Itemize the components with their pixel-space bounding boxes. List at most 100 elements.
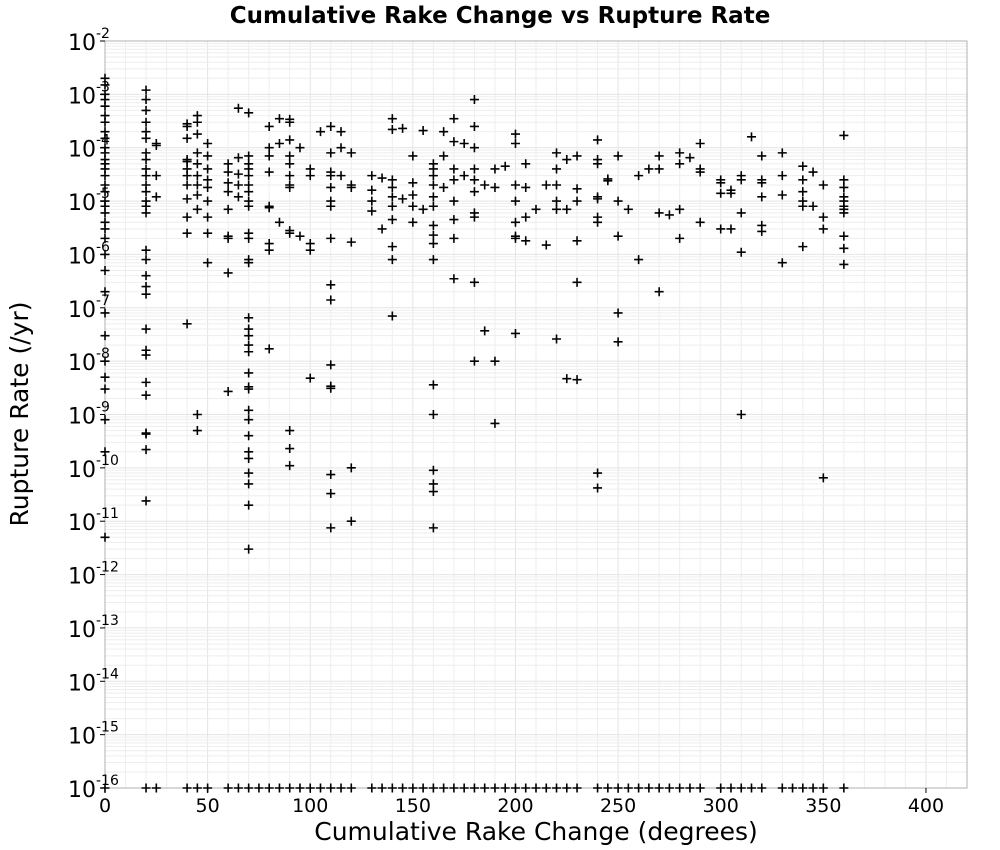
data-point bbox=[285, 444, 295, 454]
data-point bbox=[818, 180, 828, 190]
data-point bbox=[346, 463, 356, 473]
data-point bbox=[644, 783, 654, 793]
data-point bbox=[439, 783, 449, 793]
data-point bbox=[552, 783, 562, 793]
data-point bbox=[428, 255, 438, 265]
data-point bbox=[192, 159, 202, 169]
data-point bbox=[192, 148, 202, 158]
data-point bbox=[777, 148, 787, 158]
data-point bbox=[100, 308, 110, 318]
data-point bbox=[757, 192, 767, 202]
x-tick-label: 150 bbox=[395, 795, 431, 817]
data-point bbox=[367, 783, 377, 793]
data-point bbox=[736, 175, 746, 185]
data-point bbox=[634, 255, 644, 265]
data-point bbox=[182, 194, 192, 204]
x-tick-label: 200 bbox=[497, 795, 533, 817]
data-point bbox=[233, 783, 243, 793]
data-point bbox=[613, 337, 623, 347]
data-point bbox=[141, 85, 151, 95]
data-point bbox=[398, 194, 408, 204]
data-point bbox=[510, 217, 520, 227]
data-point bbox=[192, 426, 202, 436]
data-point bbox=[500, 161, 510, 171]
data-point bbox=[244, 544, 254, 554]
data-point bbox=[593, 217, 603, 227]
data-point bbox=[757, 151, 767, 161]
data-point bbox=[531, 204, 541, 214]
data-point bbox=[685, 783, 695, 793]
data-point bbox=[469, 121, 479, 131]
data-point bbox=[736, 783, 746, 793]
data-point bbox=[572, 151, 582, 161]
data-point bbox=[285, 117, 295, 127]
data-point bbox=[675, 159, 685, 169]
data-point bbox=[223, 233, 233, 243]
y-tick-label: 10-3 bbox=[68, 79, 110, 109]
data-point bbox=[264, 121, 274, 131]
data-point bbox=[613, 231, 623, 241]
data-point bbox=[695, 783, 705, 793]
data-point bbox=[223, 204, 233, 214]
data-point bbox=[100, 331, 110, 341]
data-point bbox=[192, 171, 202, 181]
data-point bbox=[326, 201, 336, 211]
data-point bbox=[428, 487, 438, 497]
data-point bbox=[510, 129, 520, 139]
data-point bbox=[182, 212, 192, 222]
data-point bbox=[387, 114, 397, 124]
data-point bbox=[449, 215, 459, 225]
data-point bbox=[490, 418, 500, 428]
data-point bbox=[100, 208, 110, 218]
y-tick-label: 10-12 bbox=[68, 560, 119, 590]
data-point bbox=[757, 178, 767, 188]
data-point bbox=[839, 259, 849, 269]
grid-layer bbox=[104, 41, 968, 789]
data-point bbox=[808, 783, 818, 793]
data-point bbox=[182, 171, 192, 181]
data-point bbox=[552, 164, 562, 174]
data-point bbox=[387, 215, 397, 225]
data-point bbox=[203, 212, 213, 222]
data-point bbox=[326, 280, 336, 290]
data-point bbox=[521, 212, 531, 222]
data-point bbox=[203, 138, 213, 148]
data-point bbox=[346, 516, 356, 526]
data-point bbox=[695, 138, 705, 148]
y-tick-label: 10-7 bbox=[68, 293, 110, 323]
data-point bbox=[141, 117, 151, 127]
data-point bbox=[428, 230, 438, 240]
data-point bbox=[141, 496, 151, 506]
data-point bbox=[223, 783, 233, 793]
data-point bbox=[192, 783, 202, 793]
data-point bbox=[428, 171, 438, 181]
data-point bbox=[469, 783, 479, 793]
data-point bbox=[387, 255, 397, 265]
data-point bbox=[305, 171, 315, 181]
data-point bbox=[326, 148, 336, 158]
data-point bbox=[203, 151, 213, 161]
data-point bbox=[428, 239, 438, 249]
data-point bbox=[747, 783, 756, 793]
data-point bbox=[285, 461, 295, 471]
data-point bbox=[777, 190, 787, 200]
data-point bbox=[428, 465, 438, 475]
data-point bbox=[798, 783, 808, 793]
data-point bbox=[839, 243, 849, 253]
data-point bbox=[100, 415, 110, 425]
data-point bbox=[634, 171, 644, 181]
data-point bbox=[285, 171, 295, 181]
data-point bbox=[449, 233, 459, 243]
data-point bbox=[244, 347, 254, 357]
data-point bbox=[336, 783, 346, 793]
data-point bbox=[572, 375, 582, 385]
data-point bbox=[285, 159, 295, 169]
y-tick-label: 10-5 bbox=[68, 186, 110, 216]
data-point bbox=[233, 153, 243, 163]
data-point bbox=[336, 127, 346, 137]
data-point bbox=[449, 175, 459, 185]
data-point bbox=[223, 386, 233, 396]
data-point bbox=[449, 274, 459, 284]
data-point bbox=[808, 167, 818, 177]
